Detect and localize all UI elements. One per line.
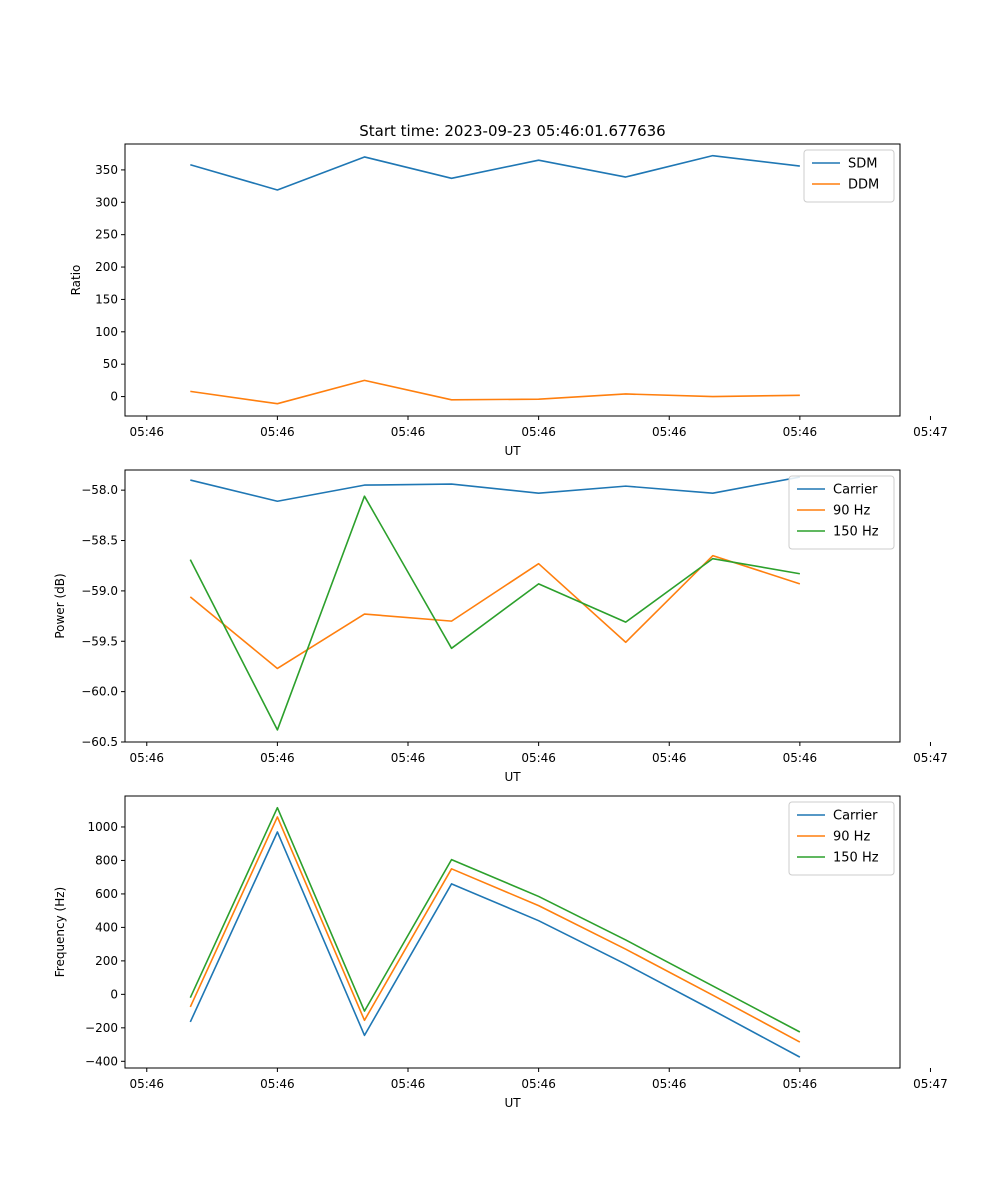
y-tick-label: 50 — [103, 357, 118, 371]
x-tick-label: 05:46 — [260, 425, 295, 439]
legend-label: 150 Hz — [833, 525, 879, 540]
series-line-150-hz — [189, 495, 800, 731]
y-tick-label: 200 — [95, 260, 118, 274]
y-tick-label: 600 — [95, 887, 118, 901]
y-tick-label: −200 — [85, 1021, 118, 1035]
axes-frame — [124, 469, 901, 743]
legend-label: Carrier — [833, 483, 878, 498]
x-tick-label: 05:46 — [783, 1077, 818, 1091]
y-tick-label: 0 — [110, 987, 118, 1001]
x-tick-label: 05:46 — [783, 425, 818, 439]
chart-panel-2: 05:46 05:46 05:46 05:46 05:46 05:46 05:47 −60.5… — [53, 469, 948, 784]
x-tick-label: 05:46 — [260, 751, 295, 765]
y-tick-label: 350 — [95, 163, 118, 177]
x-axis-label: UT — [504, 770, 521, 784]
y-tick-label: 400 — [95, 920, 118, 934]
y-tick-label: −59.0 — [81, 584, 118, 598]
plot-area — [125, 470, 900, 742]
series-line-ddm — [190, 379, 800, 405]
y-tick-label: 0 — [110, 390, 118, 404]
plot-area — [125, 144, 900, 416]
x-tick-label: 05:46 — [391, 751, 426, 765]
series-line-150-hz — [189, 806, 801, 1033]
y-tick-label: 100 — [95, 325, 118, 339]
x-tick-label: 05:46 — [391, 425, 426, 439]
y-axis-label: Ratio — [69, 265, 83, 296]
y-tick-label: −60.0 — [81, 685, 118, 699]
chart-panel-3: 05:46 05:46 05:46 05:46 05:46 05:46 05:47 −400 −… — [53, 795, 948, 1110]
x-tick-label: 05:46 — [521, 751, 556, 765]
x-tick-label: 05:46 — [521, 425, 556, 439]
x-tick-label: 05:46 — [129, 1077, 164, 1091]
legend-label: SDM — [848, 157, 877, 172]
axes-frame — [124, 795, 901, 1069]
series-line-90-hz — [189, 816, 801, 1043]
series-line-sdm — [190, 154, 800, 191]
x-tick-label: 05:47 — [913, 751, 948, 765]
chart-panel-1: 05:46 05:46 05:46 05:46 05:46 05:46 05:47 0 50 10… — [69, 143, 948, 458]
x-tick-label: 05:46 — [260, 1077, 295, 1091]
y-tick-label: 300 — [95, 195, 118, 209]
x-tick-label: 05:46 — [391, 1077, 426, 1091]
legend-label: Carrier — [833, 809, 878, 824]
series-line-carrier — [189, 831, 801, 1058]
legend: Carrier 90 Hz 150 Hz — [788, 801, 895, 876]
y-tick-label: 150 — [95, 292, 118, 306]
x-tick-label: 05:46 — [783, 751, 818, 765]
x-axis-label: UT — [504, 1096, 521, 1110]
x-tick-label: 05:46 — [129, 425, 164, 439]
x-tick-label: 05:46 — [652, 751, 687, 765]
y-tick-label: −58.0 — [81, 483, 118, 497]
x-tick-label: 05:46 — [129, 751, 164, 765]
plot-area — [125, 796, 900, 1068]
legend: Carrier 90 Hz 150 Hz — [788, 475, 895, 550]
y-tick-label: −59.5 — [81, 634, 118, 648]
y-tick-label: 800 — [95, 853, 118, 867]
y-tick-label: 250 — [95, 228, 118, 242]
x-tick-label: 05:46 — [521, 1077, 556, 1091]
x-tick-label: 05:47 — [913, 1077, 948, 1091]
y-axis-label: Frequency (Hz) — [53, 887, 67, 978]
charts-container: 05:46 05:46 05:46 05:46 05:46 05:46 05:47 0 50 10… — [53, 143, 948, 1110]
y-tick-label: −60.5 — [81, 735, 118, 749]
axes-frame — [124, 143, 901, 417]
y-tick-label: 200 — [95, 954, 118, 968]
legend-label: DDM — [848, 178, 879, 193]
y-tick-label: 1000 — [87, 820, 118, 834]
y-axis-label: Power (dB) — [53, 573, 67, 638]
y-tick-label: −58.5 — [81, 534, 118, 548]
legend-label: 90 Hz — [833, 504, 870, 519]
legend-label: 90 Hz — [833, 830, 870, 845]
figure-title: Start time: 2023-09-23 05:46:01.677636 — [359, 122, 665, 140]
legend: SDM DDM — [803, 149, 895, 203]
x-axis-label: UT — [504, 444, 521, 458]
x-tick-label: 05:47 — [913, 425, 948, 439]
x-tick-label: 05:46 — [652, 1077, 687, 1091]
x-tick-label: 05:46 — [652, 425, 687, 439]
y-tick-label: −400 — [85, 1054, 118, 1068]
legend-label: 150 Hz — [833, 851, 879, 866]
series-line-carrier — [190, 476, 801, 503]
